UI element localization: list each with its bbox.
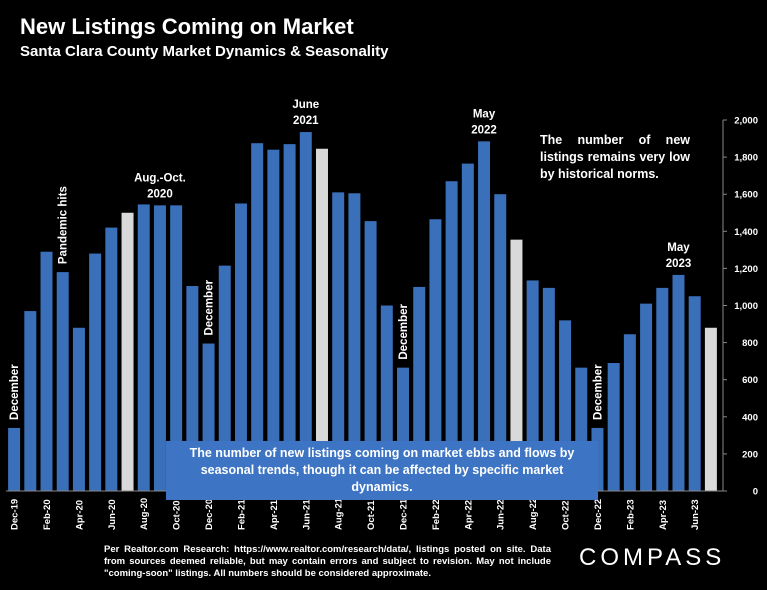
x-tick-label: Feb-22 (431, 499, 442, 530)
bar (542, 287, 555, 491)
footer-source-note: Per Realtor.com Research: https://www.re… (104, 544, 551, 579)
x-tick-label: Feb-20 (42, 499, 53, 530)
annotation-label: December (398, 304, 410, 360)
x-tick-label: Jun-21 (301, 499, 312, 530)
bar (559, 320, 572, 491)
bar (704, 327, 717, 491)
annotation-label: May (667, 242, 690, 254)
bar (607, 363, 620, 491)
chart-subtitle: Santa Clara County Market Dynamics & Sea… (20, 43, 389, 60)
bar (24, 311, 37, 491)
bar (397, 367, 410, 491)
y-tick-label: 400 (742, 412, 758, 423)
y-tick-label: 1,600 (734, 190, 758, 201)
bar (461, 163, 474, 491)
x-tick-label: Aug-22 (528, 498, 539, 530)
bar (40, 251, 53, 491)
x-tick-label: Feb-21 (236, 499, 247, 530)
annotation-label: 2020 (147, 188, 173, 200)
y-tick-label: 600 (742, 375, 758, 386)
annotation-label: May (473, 108, 496, 120)
annotation-label: June (292, 99, 319, 111)
x-tick-label: Jun-20 (107, 499, 118, 530)
bar (202, 343, 215, 491)
x-tick-label: Oct-22 (561, 500, 572, 530)
x-tick-label: Apr-20 (74, 500, 85, 530)
x-tick-label: Apr-21 (269, 499, 280, 530)
bar (56, 272, 69, 491)
bar (218, 265, 231, 491)
bar (121, 212, 134, 491)
bar (8, 427, 21, 491)
annotation-label: December (592, 364, 604, 420)
bar (105, 227, 118, 491)
bar (380, 305, 393, 491)
bar (332, 192, 345, 491)
bar (153, 205, 166, 491)
bar (251, 143, 264, 491)
x-tick-label: Aug-20 (139, 498, 150, 530)
y-tick-label: 2,000 (734, 116, 758, 127)
x-tick-label: Dec-19 (10, 499, 21, 530)
bar (170, 205, 183, 491)
annotation-label: 2022 (471, 124, 497, 136)
x-tick-label: Apr-22 (463, 500, 474, 530)
annotation-label: 2023 (666, 258, 692, 270)
bar (364, 221, 377, 491)
annotation-label: Aug.-Oct. (134, 172, 186, 184)
bar (672, 274, 685, 491)
bar (234, 203, 247, 491)
x-tick-label: Dec-21 (399, 498, 410, 530)
annotation-label: December (204, 279, 216, 335)
y-tick-label: 1,400 (734, 227, 758, 238)
bar (526, 280, 539, 491)
bar (656, 287, 669, 491)
x-tick-label: Jun-23 (690, 499, 701, 530)
y-tick-label: 1,800 (734, 153, 758, 164)
bar (640, 303, 653, 491)
bar (137, 204, 150, 491)
y-tick-label: 1,000 (734, 301, 758, 312)
chart-title: New Listings Coming on Market (20, 14, 354, 39)
x-tick-label: Feb-23 (625, 499, 636, 530)
x-tick-label: Apr-23 (658, 500, 669, 530)
bar (688, 296, 701, 491)
bar (89, 253, 102, 491)
bar (315, 148, 328, 491)
compass-logo: COMPASS (579, 544, 726, 571)
annotation-label: 2021 (293, 115, 319, 127)
bar (299, 132, 312, 491)
y-tick-label: 200 (742, 449, 758, 460)
bar (510, 239, 523, 491)
x-tick-label: Dec-22 (593, 499, 604, 530)
bar (267, 149, 280, 491)
y-tick-label: 1,200 (734, 264, 758, 275)
bar (413, 286, 426, 491)
y-tick-label: 0 (753, 487, 758, 498)
x-tick-label: Aug-21 (334, 497, 345, 530)
bar (575, 367, 588, 491)
annotation-label: December (9, 364, 21, 420)
x-tick-label: Dec-20 (204, 499, 215, 530)
bar (445, 181, 458, 491)
x-tick-label: Jun-22 (496, 499, 507, 530)
y-tick-label: 800 (742, 338, 758, 349)
bar (494, 194, 507, 491)
callout-seasonal: The number of new listings coming on mar… (166, 441, 598, 500)
bar (72, 327, 85, 491)
bar (186, 286, 199, 491)
bar (283, 144, 296, 492)
x-tick-label: Oct-21 (366, 500, 377, 530)
bar (348, 193, 361, 491)
annotation-label: Pandemic hits (58, 186, 70, 264)
bar (623, 334, 636, 491)
bar (429, 219, 442, 491)
note-low-listings: The number of new listings remains very … (540, 133, 690, 181)
bar (478, 141, 491, 491)
x-tick-label: Oct-20 (172, 500, 183, 530)
